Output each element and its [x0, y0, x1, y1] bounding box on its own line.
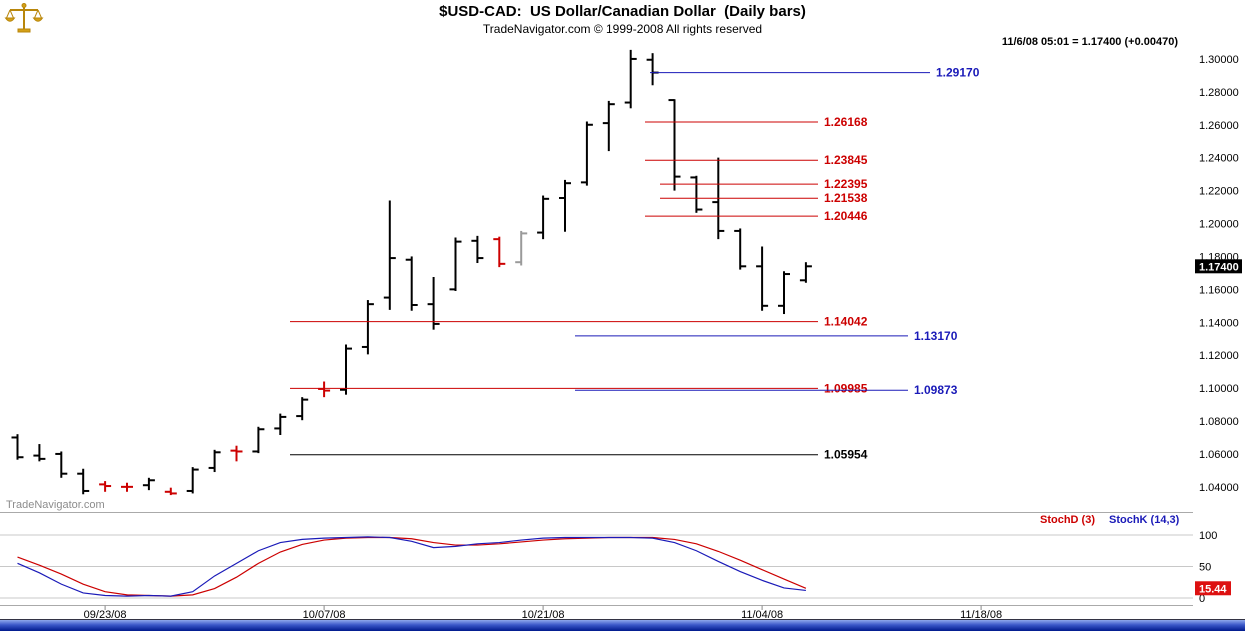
support-resistance-label: 1.09985 — [824, 381, 868, 395]
chart-title: $USD-CAD: US Dollar/Canadian Dollar (Dai… — [439, 3, 806, 20]
price-axis-label: 1.10000 — [1199, 383, 1239, 395]
stoch-legend-k: StochK (14,3) — [1109, 514, 1180, 526]
stoch-axis-label: 100 — [1199, 530, 1217, 542]
price-axis-label: 1.04000 — [1199, 482, 1239, 494]
price-axis-label: 1.06000 — [1199, 449, 1239, 461]
stochk-line — [17, 536, 806, 597]
date-axis-label: 11/04/08 — [741, 609, 783, 621]
time-scrollbar[interactable] — [0, 619, 1245, 631]
support-resistance-label: 1.23845 — [824, 153, 868, 167]
price-axis-label: 1.14000 — [1199, 317, 1239, 329]
stoch-value-label: 15.44 — [1199, 583, 1227, 595]
support-resistance-label: 1.09873 — [914, 383, 958, 397]
last-price-label: 1.17400 — [1199, 261, 1239, 273]
date-axis-label: 09/23/08 — [84, 609, 127, 621]
support-resistance-label: 1.05954 — [824, 448, 868, 462]
price-axis-label: 1.20000 — [1199, 219, 1239, 231]
price-axis-label: 1.26000 — [1199, 120, 1239, 132]
price-axis-label: 1.08000 — [1199, 416, 1239, 428]
tradenavigator-logo-icon — [4, 3, 44, 33]
support-resistance-label: 1.21538 — [824, 191, 868, 205]
support-resistance-label: 1.13170 — [914, 329, 958, 343]
support-resistance-label: 1.29170 — [936, 66, 980, 80]
copyright-line: TradeNavigator.com © 1999-2008 All right… — [482, 22, 763, 36]
date-axis-label: 10/07/08 — [303, 609, 346, 621]
price-axis-label: 1.28000 — [1199, 87, 1239, 99]
price-axis-label: 1.24000 — [1199, 153, 1239, 165]
date-axis-label: 10/21/08 — [522, 609, 565, 621]
stoch-axis-label: 50 — [1199, 562, 1211, 574]
stoch-value-box — [1195, 581, 1231, 596]
price-axis-label: 1.12000 — [1199, 350, 1239, 362]
stochastic-legend: StochD (3) StochK (14,3) — [1040, 514, 1179, 526]
watermark-text: TradeNavigator.com — [6, 499, 105, 511]
latest-quote-readout: 11/6/08 05:01 = 1.17400 (+0.00470) — [1001, 36, 1178, 48]
support-resistance-label: 1.20446 — [824, 209, 868, 223]
last-price-box — [1195, 259, 1242, 274]
date-axis-label: 11/18/08 — [960, 609, 1002, 621]
price-axis-label: 1.22000 — [1199, 186, 1239, 198]
support-resistance-label: 1.14042 — [824, 315, 868, 329]
price-axis-label: 1.16000 — [1199, 284, 1239, 296]
support-resistance-label: 1.22395 — [824, 177, 868, 191]
stoch-legend-d: StochD (3) — [1040, 514, 1095, 526]
support-resistance-label: 1.26168 — [824, 115, 868, 129]
price-axis-label: 1.30000 — [1199, 54, 1239, 66]
stoch-axis-label: 0 — [1199, 593, 1205, 605]
